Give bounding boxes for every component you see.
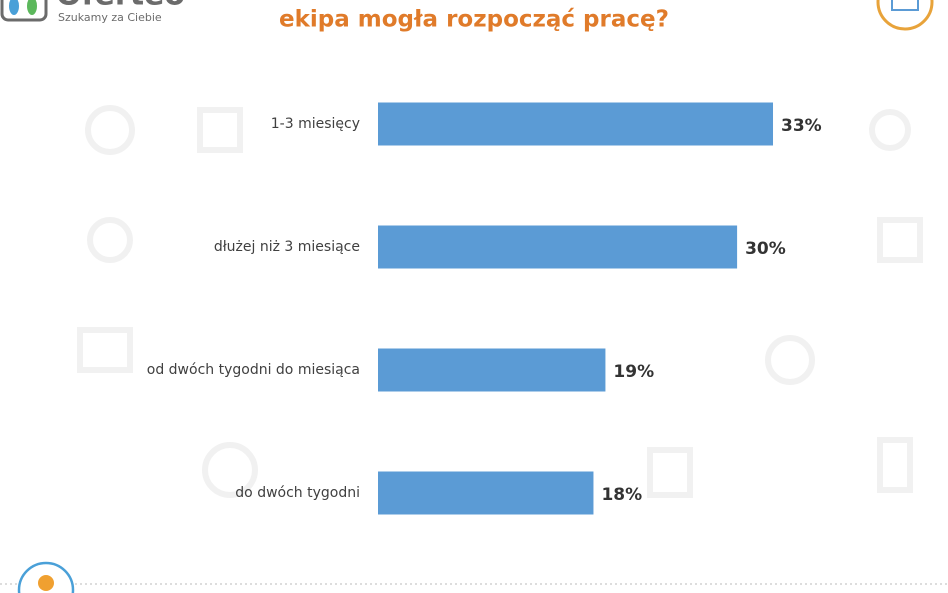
category-label: od dwóch tygodni do miesiąca: [147, 362, 360, 378]
value-label: 33%: [781, 116, 822, 136]
chart-title: ekipa mogła rozpocząć pracę?: [279, 7, 669, 33]
category-label: do dwóch tygodni: [235, 485, 360, 501]
logo: Oferteo Szukamy za Ciebie: [0, 0, 185, 24]
corner-icon: [876, 0, 934, 31]
bar: [378, 225, 738, 269]
background-icons: [77, 105, 923, 498]
bar: [378, 471, 594, 515]
footer-icon-figure: [38, 575, 54, 591]
value-label: 18%: [601, 485, 642, 505]
logo-icon: [0, 0, 48, 22]
bar: [378, 102, 774, 146]
logo-drop: [27, 0, 37, 15]
value-label: 19%: [613, 362, 654, 382]
logo-name: Oferteo: [56, 0, 185, 13]
bar: [378, 348, 606, 392]
value-label: 30%: [745, 239, 786, 259]
category-label: 1-3 miesięcy: [271, 116, 360, 132]
logo-tagline: Szukamy za Ciebie: [58, 11, 162, 24]
logo-drop: [9, 0, 19, 15]
corner-icon-inner: [891, 0, 919, 11]
category-label: dłużej niż 3 miesiące: [214, 239, 360, 255]
